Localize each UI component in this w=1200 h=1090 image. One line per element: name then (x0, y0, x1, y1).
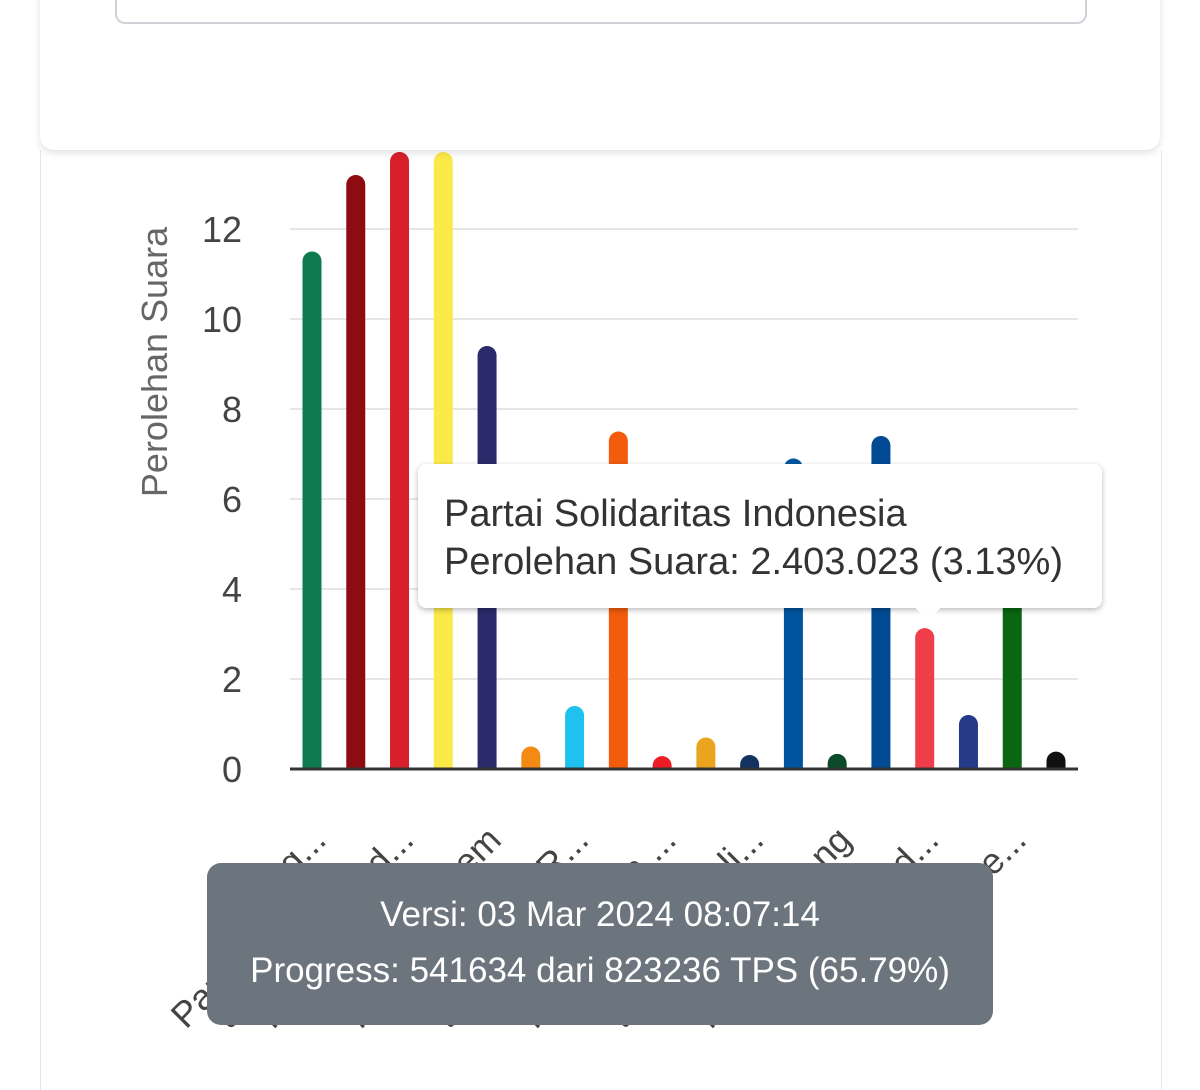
bar[interactable] (827, 753, 847, 769)
bar[interactable] (521, 746, 541, 770)
bar[interactable] (302, 251, 322, 770)
bar[interactable] (958, 715, 978, 769)
y-tick-label: 6 (222, 479, 242, 520)
bar[interactable] (346, 175, 366, 769)
y-tick-label: 4 (222, 569, 242, 610)
bar[interactable] (1002, 589, 1022, 769)
bar[interactable] (740, 755, 760, 769)
y-tick-label: 12 (202, 209, 242, 250)
y-tick-label: 10 (202, 299, 242, 340)
bar[interactable] (565, 706, 585, 769)
tooltip-arrow (914, 606, 942, 622)
y-axis-label: Perolehan Suara (134, 226, 175, 497)
version-toast: Versi: 03 Mar 2024 08:07:14 Progress: 54… (207, 863, 993, 1025)
y-tick-label: 8 (222, 389, 242, 430)
version-text: Versi: 03 Mar 2024 08:07:14 (380, 895, 820, 934)
y-axis-ticks: 0 2 4 6 8 10 12 (202, 209, 242, 790)
bar[interactable] (696, 737, 716, 770)
bars (302, 152, 1066, 770)
bar[interactable] (390, 152, 410, 769)
y-tick-label: 2 (222, 659, 242, 700)
bar[interactable] (1046, 751, 1066, 769)
filter-select[interactable] (115, 0, 1087, 24)
bar[interactable] (915, 628, 935, 769)
bar[interactable] (652, 756, 672, 769)
filter-card (40, 0, 1160, 150)
progress-text: Progress: 541634 dari 823236 TPS (65.79%… (250, 951, 950, 990)
tooltip-title: Partai Solidaritas Indonesia (444, 493, 907, 535)
chart-tooltip: Partai Solidaritas Indonesia Perolehan S… (418, 464, 1102, 622)
tooltip-value: Perolehan Suara: 2.403.023 (3.13%) (444, 541, 1063, 583)
y-tick-label: 0 (222, 749, 242, 790)
bar[interactable] (433, 152, 453, 769)
